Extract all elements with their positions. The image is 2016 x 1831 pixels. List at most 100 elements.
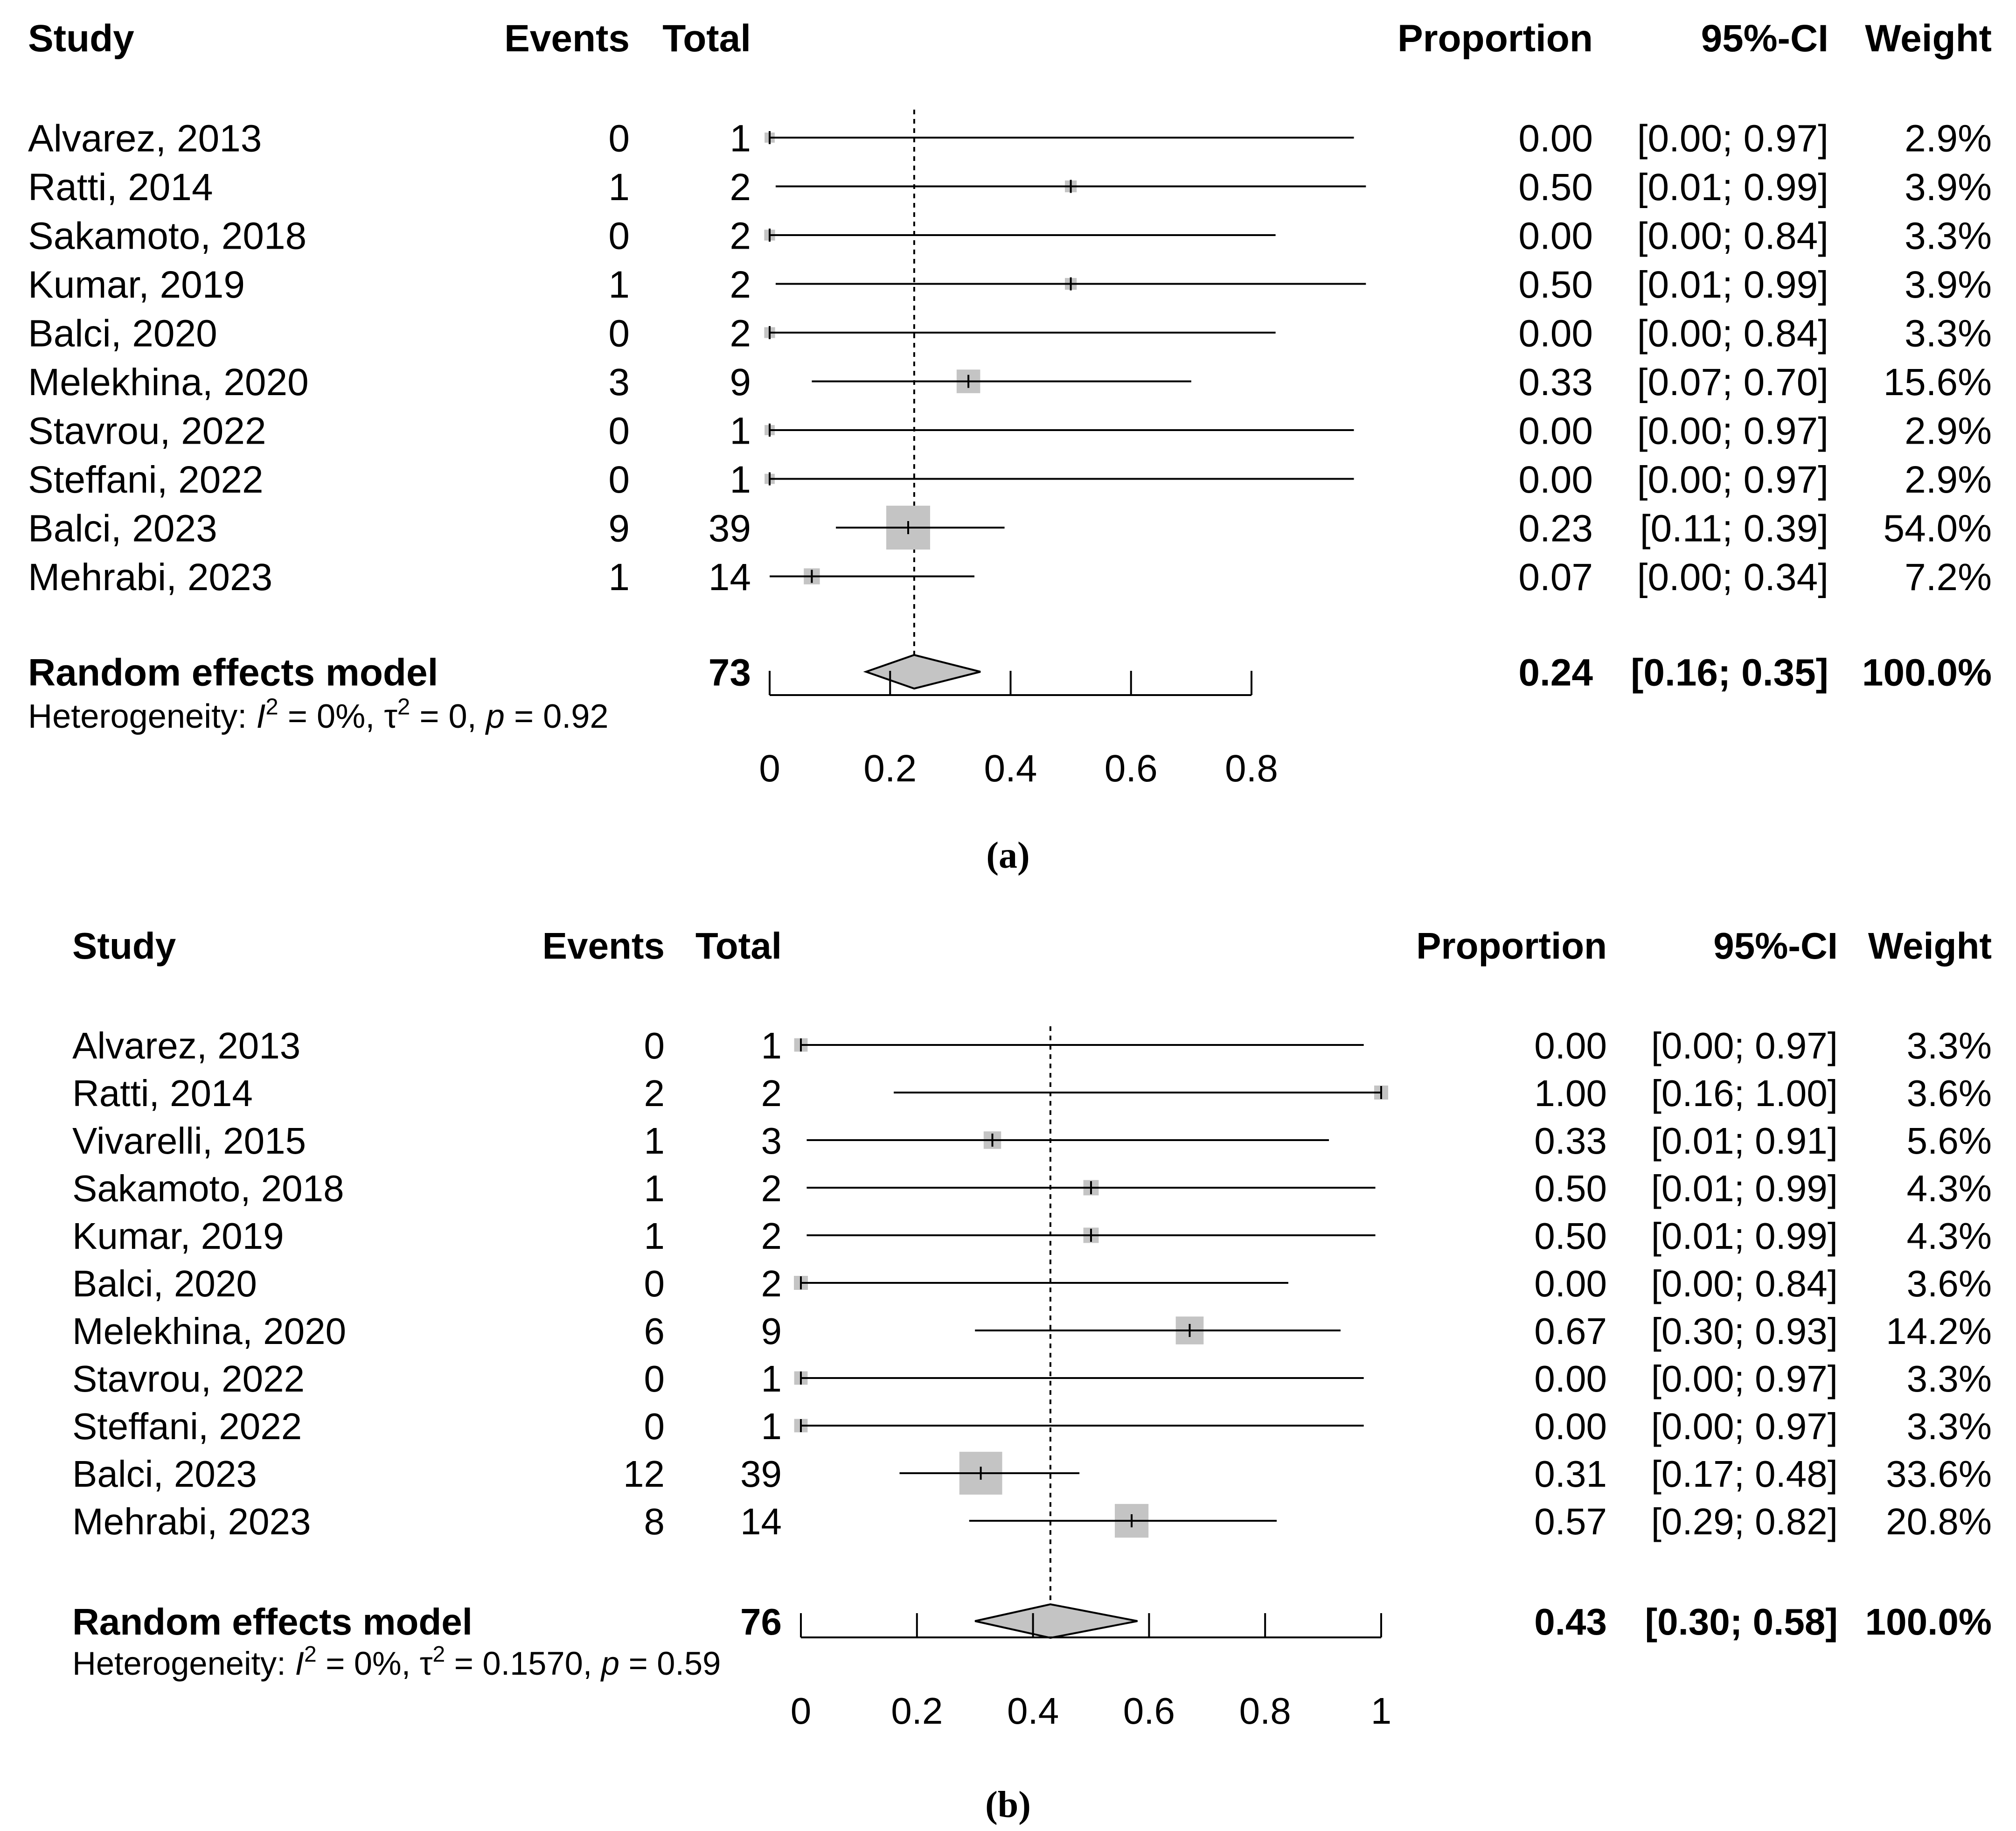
study-proportion: 0.50	[1534, 1215, 1607, 1257]
study-events: 9	[608, 508, 630, 550]
x-axis-tick-label: 0.2	[863, 747, 917, 790]
study-weight: 5.6%	[1907, 1120, 1992, 1162]
column-header-proportion: Proportion	[1397, 17, 1593, 60]
study-total: 1	[761, 1406, 782, 1447]
column-header-events: Events	[504, 17, 630, 60]
study-weight: 3.3%	[1907, 1358, 1992, 1399]
study-weight: 4.3%	[1907, 1168, 1992, 1209]
study-proportion: 0.00	[1534, 1358, 1607, 1399]
study-weight: 54.0%	[1883, 508, 1992, 550]
x-axis-tick-label: 0.8	[1225, 747, 1278, 790]
summary-proportion: 0.24	[1518, 652, 1593, 694]
study-events: 0	[608, 313, 630, 355]
study-name: Balci, 2020	[28, 313, 217, 355]
study-name: Stavrou, 2022	[72, 1358, 305, 1399]
column-header-study: Study	[28, 17, 134, 60]
summary-total: 76	[740, 1601, 782, 1643]
study-proportion: 0.57	[1534, 1501, 1607, 1542]
study-total: 9	[761, 1310, 782, 1352]
x-axis-tick-label: 0	[791, 1690, 812, 1732]
study-total: 9	[730, 361, 751, 404]
study-ci: [0.00; 0.34]	[1637, 556, 1828, 599]
study-name: Kumar, 2019	[72, 1215, 284, 1257]
study-ci: [0.30; 0.93]	[1651, 1310, 1838, 1352]
study-weight: 14.2%	[1886, 1310, 1992, 1352]
study-proportion: 0.67	[1534, 1310, 1607, 1352]
study-proportion: 0.00	[1534, 1406, 1607, 1447]
study-weight: 3.3%	[1907, 1406, 1992, 1447]
x-axis-tick-label: 0.4	[1007, 1690, 1059, 1732]
study-ci: [0.01; 0.91]	[1651, 1120, 1838, 1162]
column-header-ci: 95%-CI	[1701, 17, 1828, 60]
study-events: 6	[644, 1310, 665, 1352]
study-total: 2	[730, 166, 751, 209]
study-weight: 20.8%	[1886, 1501, 1992, 1542]
study-total: 14	[709, 556, 751, 599]
study-events: 1	[644, 1168, 665, 1209]
study-ci: [0.00; 0.97]	[1651, 1025, 1838, 1066]
column-header-weight: Weight	[1868, 925, 1992, 967]
study-name: Sakamoto, 2018	[72, 1168, 344, 1209]
study-events: 1	[644, 1215, 665, 1257]
study-events: 1	[644, 1120, 665, 1162]
study-proportion: 0.00	[1534, 1025, 1607, 1066]
column-header-total: Total	[662, 17, 751, 60]
column-header-total: Total	[695, 925, 782, 967]
study-total: 3	[761, 1120, 782, 1162]
study-name: Kumar, 2019	[28, 264, 245, 306]
study-events: 0	[608, 410, 630, 453]
study-weight: 2.9%	[1905, 410, 1992, 453]
study-ci: [0.00; 0.97]	[1637, 118, 1828, 160]
summary-proportion: 0.43	[1534, 1601, 1607, 1643]
study-events: 0	[644, 1358, 665, 1399]
study-name: Balci, 2023	[72, 1453, 257, 1495]
study-total: 2	[730, 264, 751, 306]
study-ci: [0.00; 0.84]	[1637, 313, 1828, 355]
x-axis-tick-label: 0.8	[1239, 1690, 1291, 1732]
column-header-proportion: Proportion	[1416, 925, 1607, 967]
summary-weight: 100.0%	[1862, 652, 1992, 694]
study-events: 0	[644, 1406, 665, 1447]
x-axis-tick-label: 0.6	[1123, 1690, 1175, 1732]
study-proportion: 1.00	[1534, 1072, 1607, 1114]
study-weight: 3.3%	[1905, 215, 1992, 258]
study-total: 2	[761, 1072, 782, 1114]
study-name: Alvarez, 2013	[28, 118, 262, 160]
study-weight: 3.9%	[1905, 264, 1992, 306]
panel-label: (a)	[986, 835, 1029, 876]
study-ci: [0.01; 0.99]	[1637, 264, 1828, 306]
study-weight: 2.9%	[1905, 118, 1992, 160]
study-proportion: 0.23	[1518, 508, 1593, 550]
study-ci: [0.00; 0.97]	[1651, 1406, 1838, 1447]
study-name: Melekhina, 2020	[72, 1310, 346, 1352]
x-axis-tick-label: 0.6	[1105, 747, 1158, 790]
study-ci: [0.00; 0.84]	[1637, 215, 1828, 258]
study-total: 1	[761, 1358, 782, 1399]
study-weight: 33.6%	[1886, 1453, 1992, 1495]
summary-label: Random effects model	[72, 1601, 473, 1643]
study-ci: [0.00; 0.97]	[1637, 410, 1828, 453]
study-weight: 7.2%	[1905, 556, 1992, 599]
study-proportion: 0.07	[1518, 556, 1593, 599]
study-total: 2	[761, 1215, 782, 1257]
x-axis-tick-label: 0	[759, 747, 780, 790]
summary-ci: [0.16; 0.35]	[1631, 652, 1828, 694]
study-name: Alvarez, 2013	[72, 1025, 300, 1066]
study-total: 39	[709, 508, 751, 550]
study-ci: [0.07; 0.70]	[1637, 361, 1828, 404]
study-weight: 4.3%	[1907, 1215, 1992, 1257]
study-proportion: 0.00	[1518, 459, 1593, 501]
column-header-events: Events	[542, 925, 665, 967]
study-total: 39	[740, 1453, 782, 1495]
study-events: 0	[608, 459, 630, 501]
summary-diamond	[974, 1603, 1138, 1639]
study-proportion: 0.00	[1518, 410, 1593, 453]
study-weight: 15.6%	[1883, 361, 1992, 404]
study-events: 0	[608, 215, 630, 258]
study-ci: [0.00; 0.97]	[1651, 1358, 1838, 1399]
study-proportion: 0.31	[1534, 1453, 1607, 1495]
study-ci: [0.00; 0.97]	[1637, 459, 1828, 501]
column-header-study: Study	[72, 925, 176, 967]
study-proportion: 0.00	[1518, 118, 1593, 160]
study-weight: 3.9%	[1905, 166, 1992, 209]
